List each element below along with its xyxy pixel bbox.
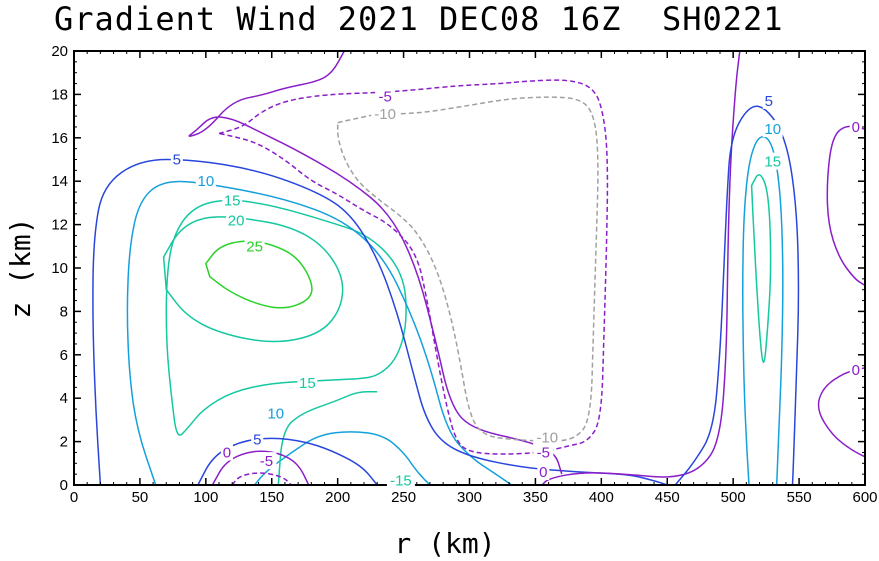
contour-label: -10: [536, 429, 558, 446]
y-tick-label: 18: [51, 86, 68, 103]
contour-10-right-line: [742, 135, 784, 486]
contour-5-right-line: [674, 105, 800, 486]
contour-label-bg: [762, 120, 783, 138]
y-tick-label: 16: [51, 130, 68, 147]
contour-label: 10: [267, 405, 284, 422]
contour-label: 0: [852, 362, 860, 379]
contour-20-line: [162, 216, 344, 343]
contour-label-bg: [256, 452, 277, 470]
y-axis-title: z (km): [4, 217, 37, 318]
contour-10b-line: [126, 180, 513, 486]
x-tick-label: 300: [457, 489, 482, 506]
contour-label: 20: [228, 212, 245, 229]
contour-label: 5: [253, 431, 261, 448]
contour-10-line: [254, 431, 431, 486]
contour-15-right-line: [750, 174, 772, 364]
contour-label: 5: [173, 152, 181, 169]
contour-0-right-bot-line: [817, 367, 866, 458]
contour-lines: [92, 50, 866, 486]
contour-label-bg: [170, 150, 183, 168]
x-tick-label: 150: [259, 489, 284, 506]
contour-label-bg: [371, 104, 400, 122]
contour-label-bg: [251, 430, 264, 448]
x-tick-label: 450: [655, 489, 680, 506]
contour-label: 5: [765, 93, 773, 110]
contour-label: 15: [224, 193, 241, 210]
x-tick-label: 250: [391, 489, 416, 506]
contour-15-low-line: [277, 390, 378, 486]
contour-0-mid-line: [188, 50, 563, 475]
contour-label-bg: [849, 360, 862, 378]
contour-label: 15: [764, 154, 781, 171]
contour-0-right-top-line: [826, 125, 866, 287]
contour-label-bg: [195, 172, 216, 190]
contour-label-bg: [849, 117, 862, 135]
contour-label-bg: [533, 428, 562, 446]
contour-neg5-line: [218, 79, 609, 455]
contour-neg5-low-line: [231, 472, 293, 486]
contour-5-line: [92, 158, 668, 486]
axis-ticks: 0 50 100 150 200 250 300 350 400 450 500 550 6000246…: [51, 43, 877, 506]
y-tick-label: 20: [51, 43, 68, 60]
x-tick-label: 400: [589, 489, 614, 506]
x-tick-label: 50: [132, 489, 149, 506]
contour-label: -5: [260, 453, 273, 470]
contour-0-low-line: [211, 450, 310, 486]
contour-label: 25: [246, 238, 263, 255]
x-tick-label: 100: [193, 489, 218, 506]
contour-label-bg: [222, 191, 243, 209]
contour-label-bg: [265, 404, 286, 422]
y-tick-label: 0: [60, 477, 68, 494]
contour-label-bg: [533, 443, 554, 461]
contour-label: 15: [299, 375, 316, 392]
contour-label: 0: [223, 444, 231, 461]
contour-label-bg: [297, 374, 318, 392]
contour-label-bg: [244, 237, 265, 255]
contour-label-bg: [220, 443, 233, 461]
contour-label: 0: [852, 119, 860, 136]
contour-0-line: [541, 50, 741, 486]
contour-label-bg: [375, 87, 396, 105]
contour-label: 10: [197, 173, 214, 190]
contour-label: 10: [764, 121, 781, 138]
chart-title: Gradient Wind 2021 DEC08 16Z SH0221: [54, 0, 784, 38]
contour-label-bg: [226, 211, 247, 229]
y-tick-label: 2: [60, 434, 68, 451]
contour-label: -15: [390, 473, 412, 490]
contour-15-upper-line: [165, 199, 407, 436]
contour-label: -10: [374, 106, 396, 123]
x-tick-label: 600: [852, 489, 877, 506]
x-tick-label: 550: [787, 489, 812, 506]
contour-label: 0: [539, 464, 547, 481]
contour-label: -5: [537, 444, 550, 461]
x-tick-label: 350: [523, 489, 548, 506]
contour-5-low-line: [197, 437, 378, 486]
contour-label-bg: [537, 462, 550, 480]
contour-label-bg: [762, 152, 783, 170]
x-tick-label: 500: [721, 489, 746, 506]
y-tick-label: 6: [60, 347, 68, 364]
y-tick-label: 4: [60, 390, 68, 407]
contour-neg10-line: [336, 96, 599, 442]
y-tick-label: 8: [60, 303, 68, 320]
y-tick-label: 12: [51, 217, 68, 234]
x-tick-label: 0: [70, 489, 78, 506]
plot-frame: [73, 50, 866, 486]
x-tick-label: 200: [325, 489, 350, 506]
contour-label: -5: [378, 89, 391, 106]
x-axis-title: r (km): [394, 527, 495, 560]
y-tick-label: 14: [51, 173, 68, 190]
contour-label-bg: [762, 91, 775, 109]
contour-label-bg: [386, 471, 415, 489]
y-tick-label: 10: [51, 260, 68, 277]
contour-25-line: [204, 240, 313, 309]
